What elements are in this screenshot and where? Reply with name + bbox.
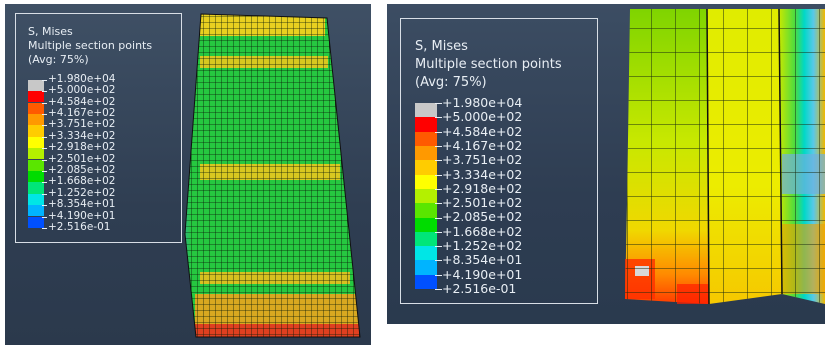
column-mesh-model [625, 8, 825, 305]
legend-color-swatch [28, 182, 44, 194]
legend-color-swatch [415, 131, 437, 147]
legend-value-label: +1.980e+04 [442, 95, 523, 111]
legend-color-swatch [28, 148, 44, 160]
legend-color-swatch [415, 160, 437, 175]
legend-value-label: +3.751e+02 [442, 152, 523, 168]
legend-variable: S, Mises [415, 39, 468, 54]
legend-color-swatch [28, 79, 44, 92]
legend-value-label: +4.167e+02 [48, 107, 116, 120]
legend-tick [435, 231, 442, 233]
legend-scale: +1.980e+04 +5.000e+02 +4.584e+02 +4.167e+02… [28, 72, 178, 242]
legend-tick [435, 289, 442, 291]
legend-tick [42, 79, 47, 81]
legend-value-label: +2.516e-01 [442, 280, 517, 296]
legend-color-swatch [415, 274, 437, 290]
legend-tick [42, 125, 47, 127]
legend-tick [435, 217, 442, 219]
legend-color-swatch [415, 203, 437, 218]
legend-value-label: +4.190e+01 [48, 209, 116, 222]
legend-color-swatch [415, 146, 437, 161]
legend-color-swatch [28, 102, 44, 114]
legend-panel: S, Mises Multiple section points (Avg: 7… [15, 13, 182, 243]
legend-color-swatch [28, 159, 44, 171]
legend-tick [435, 160, 442, 162]
legend-color-swatch [28, 170, 44, 183]
legend-tick [42, 159, 47, 161]
viewport-right[interactable]: S, Mises Multiple section points (Avg: 7… [387, 4, 825, 324]
legend-tick [42, 148, 47, 150]
legend-tick [42, 227, 47, 229]
legend-tick [42, 205, 47, 207]
legend-tick [42, 113, 47, 115]
legend-tick [42, 136, 47, 138]
legend-tick [42, 102, 47, 104]
legend-panel: S, Mises Multiple section points (Avg: 7… [400, 18, 598, 304]
legend-value-label: +4.167e+02 [442, 137, 523, 153]
viewport-left[interactable]: S, Mises Multiple section points (Avg: 7… [5, 4, 371, 345]
legend-value-label: +4.584e+02 [442, 123, 523, 139]
legend-color-swatch [415, 260, 437, 275]
legend-color-swatch [415, 103, 437, 118]
legend-color-swatch [415, 231, 437, 247]
legend-value-label: +1.668e+02 [48, 175, 116, 188]
legend-color-swatch [28, 136, 44, 149]
legend-tick [435, 188, 442, 190]
legend-tick [42, 182, 47, 184]
legend-tick [435, 174, 442, 176]
legend-value-label: +2.501e+02 [48, 152, 116, 165]
legend-color-swatch [415, 188, 437, 204]
legend-value-label: +2.085e+02 [442, 209, 523, 225]
legend-value-label: +8.354e+01 [442, 252, 523, 268]
legend-value-label: +8.354e+01 [48, 198, 116, 211]
legend-scale: +1.980e+04 +5.000e+02 +4.584e+02 +4.167e+02… [415, 95, 597, 300]
legend-color-swatch [28, 193, 44, 206]
legend-value-label: +5.000e+02 [48, 84, 116, 97]
legend-value-label: +2.501e+02 [442, 195, 523, 211]
legend-section: Multiple section points [415, 57, 562, 72]
legend-section: Multiple section points [28, 39, 153, 52]
legend-tick [435, 117, 442, 119]
legend-tick [42, 91, 47, 93]
legend-value-label: +5.000e+02 [442, 109, 523, 125]
legend-value-label: +2.918e+02 [48, 141, 116, 154]
legend-tick [435, 274, 442, 276]
legend-value-label: +1.980e+04 [48, 72, 116, 85]
plate-mesh-model [184, 13, 361, 338]
legend-value-label: +4.584e+02 [48, 95, 116, 108]
legend-color-swatch [415, 246, 437, 261]
legend-tick [42, 170, 47, 172]
legend-averaging: (Avg: 75%) [28, 53, 89, 66]
legend-color-swatch [415, 174, 437, 189]
legend-value-label: +1.252e+02 [48, 186, 116, 199]
legend-tick [435, 203, 442, 205]
legend-tick [435, 246, 442, 248]
legend-color-swatch [28, 113, 44, 126]
legend-color-swatch [28, 91, 44, 103]
legend-value-label: +2.516e-01 [48, 221, 111, 234]
legend-value-label: +3.334e+02 [48, 129, 116, 142]
legend-color-swatch [28, 205, 44, 217]
legend-color-swatch [28, 125, 44, 137]
legend-value-label: +1.252e+02 [442, 238, 523, 254]
legend-color-swatch [415, 217, 437, 232]
legend-tick [435, 260, 442, 262]
legend-value-label: +2.085e+02 [48, 164, 116, 177]
legend-tick [42, 216, 47, 218]
legend-value-label: +4.190e+01 [442, 266, 523, 282]
legend-tick [42, 193, 47, 195]
legend-color-swatch [415, 117, 437, 132]
legend-value-label: +3.334e+02 [442, 166, 523, 182]
legend-tick [435, 146, 442, 148]
legend-averaging: (Avg: 75%) [415, 75, 487, 90]
legend-color-swatch [28, 216, 44, 228]
legend-variable: S, Mises [28, 25, 73, 38]
legend-tick [435, 131, 442, 133]
legend-value-label: +3.751e+02 [48, 118, 116, 131]
legend-value-label: +1.668e+02 [442, 223, 523, 239]
legend-tick [435, 103, 442, 105]
legend-value-label: +2.918e+02 [442, 180, 523, 196]
